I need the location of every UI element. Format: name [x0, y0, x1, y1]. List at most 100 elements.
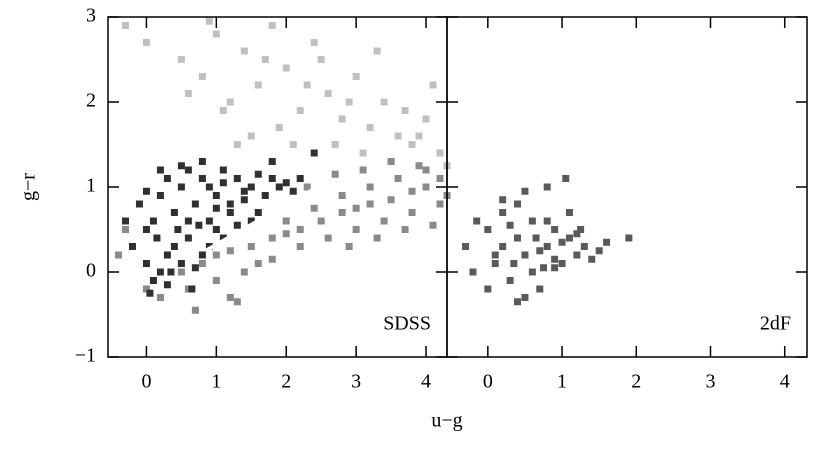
point: [163, 251, 171, 259]
point: [205, 217, 213, 225]
point: [551, 264, 559, 272]
point: [401, 226, 409, 233]
point: [212, 226, 220, 233]
point: [580, 243, 588, 250]
point: [156, 192, 164, 199]
point: [121, 226, 129, 233]
x-tick-label: 4: [780, 371, 790, 393]
point: [275, 124, 283, 131]
point: [317, 217, 325, 225]
panel-label: 2dF: [760, 313, 791, 335]
point: [499, 196, 507, 204]
point: [226, 209, 234, 216]
point: [135, 200, 143, 208]
point: [408, 141, 416, 148]
point: [366, 183, 374, 191]
point: [338, 209, 346, 216]
point: [422, 166, 430, 174]
point: [506, 277, 514, 284]
point: [156, 166, 164, 174]
point: [543, 243, 551, 250]
point: [499, 243, 507, 250]
point: [142, 285, 150, 293]
point: [114, 251, 122, 259]
point: [408, 187, 416, 195]
point: [387, 196, 395, 204]
point: [352, 204, 360, 212]
point: [303, 183, 311, 191]
point: [226, 294, 234, 301]
point: [212, 251, 220, 259]
point: [484, 285, 492, 293]
point: [156, 268, 164, 276]
point: [415, 132, 423, 140]
point: [191, 200, 199, 208]
point: [170, 209, 178, 216]
point: [191, 264, 199, 272]
point: [536, 247, 544, 255]
point: [595, 247, 603, 255]
point: [282, 230, 290, 238]
point: [268, 175, 276, 182]
point: [219, 179, 227, 187]
point: [240, 47, 248, 55]
point: [380, 217, 388, 225]
point: [219, 234, 227, 242]
x-tick-label: 2: [281, 371, 291, 393]
point: [177, 260, 185, 267]
point: [121, 217, 129, 225]
point: [387, 158, 395, 165]
point: [212, 277, 220, 284]
point: [532, 234, 540, 242]
point: [282, 179, 290, 187]
point: [170, 243, 178, 250]
point: [462, 243, 470, 250]
point: [331, 141, 339, 148]
point: [226, 247, 234, 255]
point: [380, 98, 388, 106]
point: [268, 158, 276, 165]
point: [247, 132, 255, 140]
point: [573, 230, 581, 238]
point: [226, 200, 234, 208]
point: [296, 107, 304, 114]
point: [543, 183, 551, 191]
point: [167, 268, 175, 276]
fit-line: [204, 185, 319, 253]
point: [401, 107, 409, 114]
x-tick-label: 1: [211, 371, 221, 393]
point: [177, 268, 185, 276]
x-tick-label: 4: [421, 371, 431, 393]
point: [506, 221, 514, 229]
x-tick-label: 1: [557, 371, 567, 393]
point: [551, 226, 559, 233]
point: [345, 243, 353, 250]
point: [261, 56, 269, 63]
point: [247, 217, 255, 225]
point: [163, 175, 171, 182]
point: [198, 175, 206, 182]
point: [289, 187, 297, 195]
point: [198, 260, 206, 267]
point: [142, 187, 150, 195]
point: [422, 183, 430, 191]
point: [577, 226, 585, 233]
point: [521, 251, 529, 259]
point: [499, 209, 507, 216]
point: [514, 234, 522, 242]
point: [146, 289, 154, 297]
point: [331, 170, 339, 178]
point: [296, 175, 304, 182]
y-tick-label: 0: [86, 260, 96, 282]
point: [219, 107, 227, 114]
point: [153, 234, 161, 242]
point: [282, 64, 290, 72]
point: [436, 200, 444, 208]
point: [394, 175, 402, 182]
point: [233, 141, 241, 148]
point: [394, 132, 402, 140]
point: [303, 81, 311, 89]
point: [521, 187, 529, 195]
point: [562, 175, 570, 182]
